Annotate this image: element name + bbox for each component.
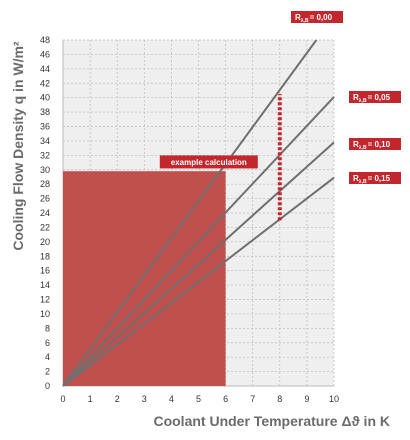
x-tick-label: 9 <box>304 394 309 404</box>
y-tick-label: 26 <box>40 194 50 204</box>
series-lines <box>62 39 335 387</box>
series-line-1 <box>62 96 335 387</box>
y-tick-label: 18 <box>40 251 50 261</box>
series-label-box-0 <box>291 11 343 23</box>
tick-labels: 0246810121416182022242628303234363840424… <box>40 35 339 404</box>
y-tick-label: 36 <box>40 122 50 132</box>
series-line-0 <box>62 39 318 387</box>
y-tick-label: 4 <box>45 352 50 362</box>
series-line-2 <box>62 141 335 387</box>
y-tick-label: 20 <box>40 237 50 247</box>
y-tick-label: 46 <box>40 49 50 59</box>
y-tick-label: 0 <box>45 381 50 391</box>
y-tick-label: 8 <box>45 323 50 333</box>
y-tick-label: 42 <box>40 78 50 88</box>
y-tick-label: 2 <box>45 367 50 377</box>
y-tick-label: 12 <box>40 295 50 305</box>
series-label-3: Rλ,B= 0,15 <box>353 174 391 185</box>
y-tick-label: 34 <box>40 136 50 146</box>
x-axis-title: Coolant Under Temperature Δϑ in K <box>153 413 390 429</box>
y-tick-label: 48 <box>40 35 50 45</box>
y-tick-label: 40 <box>40 93 50 103</box>
x-tick-label: 8 <box>277 394 282 404</box>
y-axis-title: Cooling Flow Density q in W/m² <box>10 41 26 251</box>
series-line-3 <box>62 176 335 387</box>
y-tick-label: 16 <box>40 266 50 276</box>
x-tick-label: 4 <box>169 394 174 404</box>
x-tick-label: 0 <box>60 394 65 404</box>
x-tick-label: 3 <box>142 394 147 404</box>
series-label-box-1 <box>349 91 401 103</box>
series-label-box-2 <box>349 138 401 150</box>
y-tick-label: 24 <box>40 208 50 218</box>
y-tick-label: 22 <box>40 222 50 232</box>
y-tick-label: 6 <box>45 338 50 348</box>
series-label-2: Rλ,B= 0,10 <box>353 140 391 151</box>
x-tick-label: 7 <box>250 394 255 404</box>
x-tick-label: 1 <box>88 394 93 404</box>
example-label: example calculation <box>171 158 247 167</box>
x-tick-label: 5 <box>196 394 201 404</box>
x-tick-label: 2 <box>115 394 120 404</box>
y-tick-label: 44 <box>40 64 50 74</box>
series-label-0: Rλ,B= 0,00 <box>295 13 333 24</box>
series-label-box-3 <box>349 172 401 184</box>
y-tick-label: 38 <box>40 107 50 117</box>
y-tick-label: 10 <box>40 309 50 319</box>
series-labels: Rλ,B= 0,00 Rλ,B= 0,05 Rλ,B= 0,10 Rλ,B= 0,15 <box>291 11 401 185</box>
y-tick-label: 28 <box>40 179 50 189</box>
x-tick-label: 6 <box>223 394 228 404</box>
series-label-1: Rλ,B= 0,05 <box>353 93 391 104</box>
y-tick-label: 30 <box>40 165 50 175</box>
y-tick-label: 14 <box>40 280 50 290</box>
x-tick-label: 10 <box>329 394 339 404</box>
y-tick-label: 32 <box>40 150 50 160</box>
example-label-box <box>159 155 258 169</box>
